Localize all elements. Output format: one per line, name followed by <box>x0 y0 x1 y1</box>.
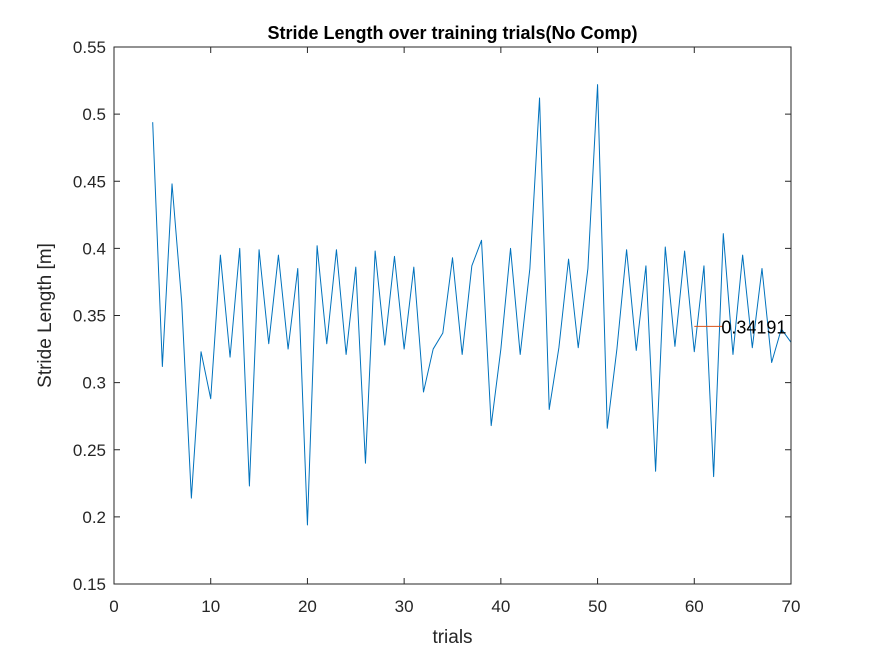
x-tick-label: 30 <box>395 597 414 616</box>
x-tick-label: 70 <box>782 597 801 616</box>
y-tick-label: 0.5 <box>82 105 106 124</box>
y-tick-label: 0.45 <box>73 172 106 191</box>
axes-box <box>113 46 792 585</box>
y-tick-label: 0.35 <box>73 307 106 326</box>
x-tick-label: 0 <box>109 597 118 616</box>
y-axis-label: Stride Length [m] <box>35 243 56 388</box>
x-tick-label: 40 <box>491 597 510 616</box>
chart-title: Stride Length over training trials(No Co… <box>267 23 637 43</box>
y-tick-label: 0.3 <box>82 374 106 393</box>
x-tick-label: 60 <box>685 597 704 616</box>
y-tick-label: 0.25 <box>73 441 106 460</box>
y-tick-label: 0.4 <box>82 239 106 258</box>
plot-area <box>114 47 791 584</box>
series-line-1 <box>152 84 792 526</box>
series-layer <box>152 84 792 526</box>
x-tick-label: 10 <box>201 597 220 616</box>
y-ticks: 0.15 0.2 0.25 0.3 0.35 0.4 0.45 0.5 0.55 <box>73 38 791 594</box>
x-axis-label: trials <box>432 627 472 648</box>
data-annotation: 0.34191 <box>721 317 786 337</box>
x-tick-label: 20 <box>298 597 317 616</box>
y-tick-label: 0.2 <box>82 508 106 527</box>
x-tick-label: 50 <box>588 597 607 616</box>
y-tick-label: 0.55 <box>73 38 106 57</box>
y-tick-label: 0.15 <box>73 575 106 594</box>
x-ticks: 0 10 20 30 40 50 60 70 <box>109 47 800 616</box>
